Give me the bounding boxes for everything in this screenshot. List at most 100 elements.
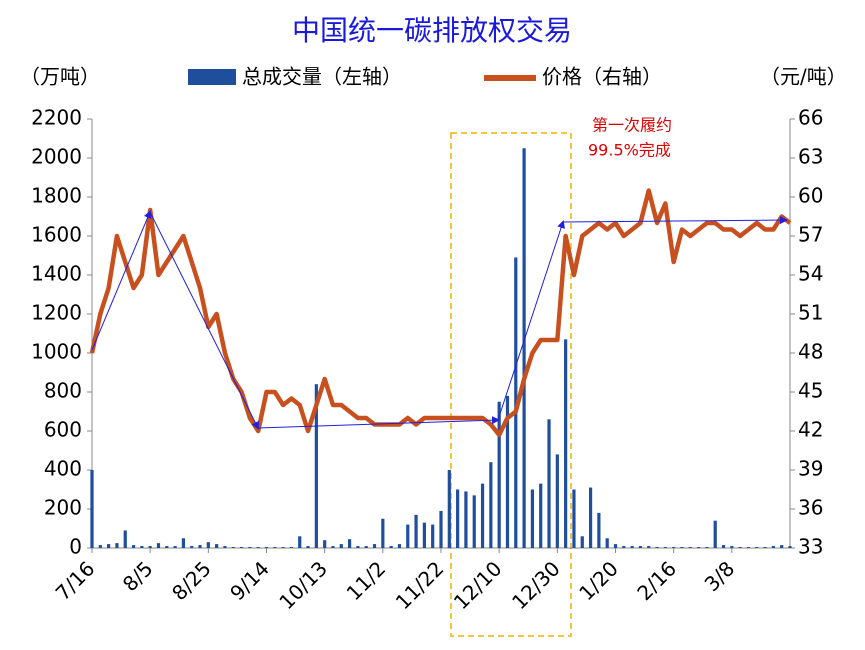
y2-tick-label: 42 [798, 418, 823, 442]
y-tick-label: 600 [44, 418, 82, 442]
bar [372, 544, 377, 548]
bar [173, 546, 177, 548]
bar [638, 546, 643, 548]
bar [771, 546, 775, 548]
y2-tick-label: 51 [798, 301, 823, 325]
y-tick-label: 1000 [31, 340, 82, 364]
bar [206, 542, 210, 548]
y-tick-label: 1600 [31, 223, 82, 247]
x-tick-label: 12/30 [507, 556, 565, 614]
y-tick-label: 1200 [31, 301, 82, 325]
bar [431, 524, 435, 548]
bar [389, 546, 393, 548]
y2-tick-label: 33 [798, 535, 823, 559]
y2-tick-label: 66 [798, 106, 823, 130]
y-tick-label: 1800 [31, 184, 82, 208]
bar [497, 401, 501, 548]
bar [356, 546, 360, 548]
bar [746, 547, 751, 548]
x-tick-label: 1/20 [574, 556, 623, 605]
bar [198, 545, 202, 548]
y2-tick-label: 57 [798, 223, 823, 247]
y2-axis-label: （元/吨） [760, 65, 847, 89]
y-tick-label: 200 [44, 496, 82, 520]
bar [115, 543, 119, 548]
bar [422, 522, 426, 548]
bar [713, 520, 717, 548]
y-tick-label: 1400 [31, 262, 82, 286]
bar [181, 538, 186, 548]
bar [505, 395, 510, 548]
bar [414, 514, 418, 548]
annotation: 99.5%完成 [588, 141, 671, 160]
bar [140, 546, 144, 548]
bar [663, 547, 667, 548]
bar [339, 544, 343, 548]
price-line [89, 188, 792, 438]
y-tick-label: 2200 [31, 106, 82, 130]
y-tick-label: 0 [69, 535, 82, 559]
x-tick-label: 10/13 [274, 556, 332, 614]
bar [90, 470, 94, 548]
bar [397, 544, 402, 548]
x-tick-label: 7/16 [51, 556, 100, 605]
y2-tick-label: 48 [798, 340, 823, 364]
bar [248, 547, 252, 548]
bar [730, 546, 734, 548]
bar [215, 544, 219, 548]
x-tick-label: 12/10 [449, 556, 507, 614]
bar [680, 547, 684, 548]
bar [464, 491, 468, 548]
bar [555, 454, 559, 548]
bar [721, 545, 726, 548]
bar [447, 470, 451, 548]
chart-title: 中国统一碳排放权交易 [292, 14, 572, 47]
bar [480, 483, 485, 548]
bar [696, 547, 701, 548]
bar [281, 547, 285, 548]
y2-tick-label: 45 [798, 379, 823, 403]
bar [306, 546, 310, 548]
bar [223, 546, 227, 548]
y2-tick-label: 36 [798, 496, 823, 520]
bar [539, 483, 543, 548]
bar [564, 339, 568, 548]
bar [439, 510, 443, 548]
legend-label: 总成交量（左轴） [242, 65, 402, 89]
x-tick-label: 2/16 [632, 556, 681, 605]
bar [107, 544, 111, 548]
bar [472, 495, 476, 548]
bar [588, 487, 593, 548]
bar [530, 489, 535, 548]
x-tick-label: 11/2 [342, 556, 391, 605]
bar [331, 546, 335, 548]
y2-tick-label: 54 [798, 262, 823, 286]
bar [630, 546, 634, 548]
x-tick-label: 9/14 [225, 556, 274, 605]
legend-swatch [188, 69, 236, 85]
bar [148, 546, 152, 548]
bar [298, 536, 302, 548]
bar [406, 524, 410, 548]
x-tick-label: 8/25 [167, 556, 216, 605]
annotation: 第一次履约 [592, 116, 672, 135]
bar [289, 547, 294, 548]
bar [314, 384, 318, 548]
bar [605, 538, 609, 548]
bar [547, 419, 551, 548]
y-tick-label: 2000 [31, 145, 82, 169]
bar [705, 547, 709, 548]
bar [347, 539, 352, 548]
legend-label: 价格（右轴） [542, 65, 662, 89]
y2-tick-label: 63 [798, 145, 823, 169]
x-tick-label: 8/5 [118, 556, 158, 596]
y-tick-label: 800 [44, 379, 82, 403]
bar [580, 536, 584, 548]
y-axis-label: （万吨） [20, 65, 100, 89]
bar [131, 545, 136, 548]
highlight-box [450, 132, 572, 637]
bar [597, 512, 601, 548]
bar [190, 546, 194, 548]
bar [156, 543, 161, 548]
